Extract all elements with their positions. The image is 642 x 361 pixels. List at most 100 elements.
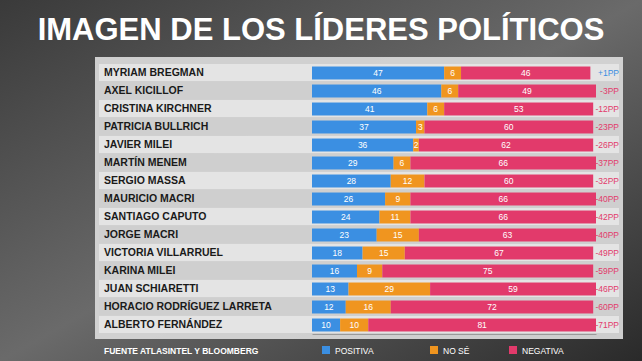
row-stripe	[99, 64, 619, 81]
bar-segment	[405, 247, 593, 260]
bar-segment	[346, 301, 391, 314]
y-tick: HORACIO RODRÍGUEZ LARRETA	[104, 300, 312, 312]
net-label: -46PP	[595, 284, 619, 294]
row-stripe	[99, 208, 619, 225]
row-stripe	[99, 262, 619, 279]
data-label: 81	[477, 320, 487, 330]
data-label: 18	[333, 248, 343, 258]
legend-swatch	[322, 346, 330, 354]
data-label: 37	[359, 122, 369, 132]
net-label: -32PP	[595, 176, 619, 186]
bar-segment	[312, 193, 385, 206]
row-stripe	[99, 118, 619, 135]
y-tick-label: CRISTINA KIRCHNER	[104, 102, 212, 114]
bar-segment	[424, 175, 593, 188]
data-labels: 4746413736292826242318161312106663261291…	[321, 68, 532, 330]
y-tick-label: JAVIER MILEI	[104, 138, 172, 150]
net-label: -49PP	[595, 248, 619, 258]
legend-label: POSITIVA	[335, 346, 374, 356]
y-tick: SANTIAGO CAPUTO	[104, 210, 312, 222]
y-tick: JUAN SCHIARETTI	[104, 282, 312, 294]
bar-segment	[312, 283, 349, 296]
data-label: 47	[373, 68, 383, 78]
y-tick-label: KARINA MILEI	[104, 264, 175, 276]
bar-segment	[312, 157, 394, 170]
data-label: 75	[483, 266, 493, 276]
y-axis: MYRIAM BREGMAN AXEL KICILLOF CRISTINA KIRC…	[104, 66, 312, 330]
data-label: 49	[522, 86, 532, 96]
net-label: -60PP	[595, 302, 619, 312]
y-tick-label: AXEL KICILLOF	[104, 84, 184, 96]
y-tick: VICTORIA VILLARRUEL	[104, 246, 312, 258]
row-stripe	[99, 226, 619, 243]
legend-swatch	[430, 346, 438, 354]
row-stripe	[99, 280, 619, 297]
row-stripe	[99, 136, 619, 153]
bars	[312, 67, 596, 332]
y-tick-label: MARTÍN MENEM	[104, 156, 187, 168]
data-label: 26	[344, 194, 354, 204]
data-label: 53	[514, 104, 524, 114]
row-stripe	[99, 82, 619, 99]
data-label: 66	[498, 212, 508, 222]
y-tick: JAVIER MILEI	[104, 138, 312, 150]
data-label: 36	[358, 140, 368, 150]
bar-segment	[458, 85, 596, 98]
net-label: -42PP	[595, 212, 619, 222]
bar-segment	[419, 229, 596, 242]
data-label: 66	[498, 194, 508, 204]
row-stripes	[99, 64, 619, 333]
bar-segment	[312, 85, 441, 98]
net-label: +1PP	[598, 68, 619, 78]
data-label: 24	[341, 212, 351, 222]
row-stripe	[99, 298, 619, 315]
bar-segment	[357, 265, 382, 278]
bar-segment	[340, 319, 368, 332]
legend-label: NO SÉ	[443, 346, 470, 356]
data-label: 72	[487, 302, 497, 312]
bar-segment	[312, 67, 444, 80]
data-label: 46	[521, 68, 531, 78]
data-label: 6	[433, 104, 438, 114]
bar-segment	[427, 103, 444, 116]
data-label: 6	[447, 86, 452, 96]
bar-segment	[410, 193, 596, 206]
data-label: 62	[501, 140, 511, 150]
x-axis-line	[313, 334, 597, 335]
y-tick: ALBERTO FERNÁNDEZ	[104, 318, 312, 330]
data-label: 63	[503, 230, 513, 240]
title: IMAGEN DE LOS LÍDERES POLÍTICOS	[38, 12, 605, 47]
y-tick: KARINA MILEI	[104, 264, 312, 276]
row-stripe	[99, 172, 619, 189]
data-label: 13	[326, 284, 336, 294]
data-label: 29	[385, 284, 395, 294]
data-label: 15	[393, 230, 403, 240]
x-axis	[313, 334, 597, 335]
bar-segment	[444, 103, 593, 116]
bar-segment	[461, 67, 590, 80]
bar-segment	[379, 211, 410, 224]
y-tick-label: JUAN SCHIARETTI	[104, 282, 199, 294]
y-tick-label: PATRICIA BULLRICH	[104, 120, 208, 132]
bar-segment	[312, 301, 346, 314]
chart: IMAGEN DE LOS LÍDERES POLÍTICOS474641373…	[0, 0, 642, 361]
bar-segment	[382, 265, 593, 278]
data-label: 12	[403, 176, 413, 186]
y-tick: AXEL KICILLOF	[104, 84, 312, 96]
bar-segment	[312, 121, 416, 134]
data-label: 12	[324, 302, 334, 312]
data-label: 3	[418, 122, 423, 132]
net-label: -40PP	[595, 194, 619, 204]
annotations: +1PP-3PP-12PP-23PP-26PP-37PP-32PP-40PP-4…	[595, 68, 619, 330]
bar-segment	[444, 67, 461, 80]
bar-segment	[416, 121, 424, 134]
data-label: 10	[321, 320, 331, 330]
data-label: 11	[391, 212, 400, 222]
y-tick-label: VICTORIA VILLARRUEL	[104, 246, 224, 258]
data-label: 23	[340, 230, 350, 240]
y-tick-label: ALBERTO FERNÁNDEZ	[104, 318, 223, 330]
data-label: 6	[400, 158, 405, 168]
data-label: 60	[504, 122, 514, 132]
y-tick: MYRIAM BREGMAN	[104, 66, 312, 78]
data-label: 9	[395, 194, 400, 204]
